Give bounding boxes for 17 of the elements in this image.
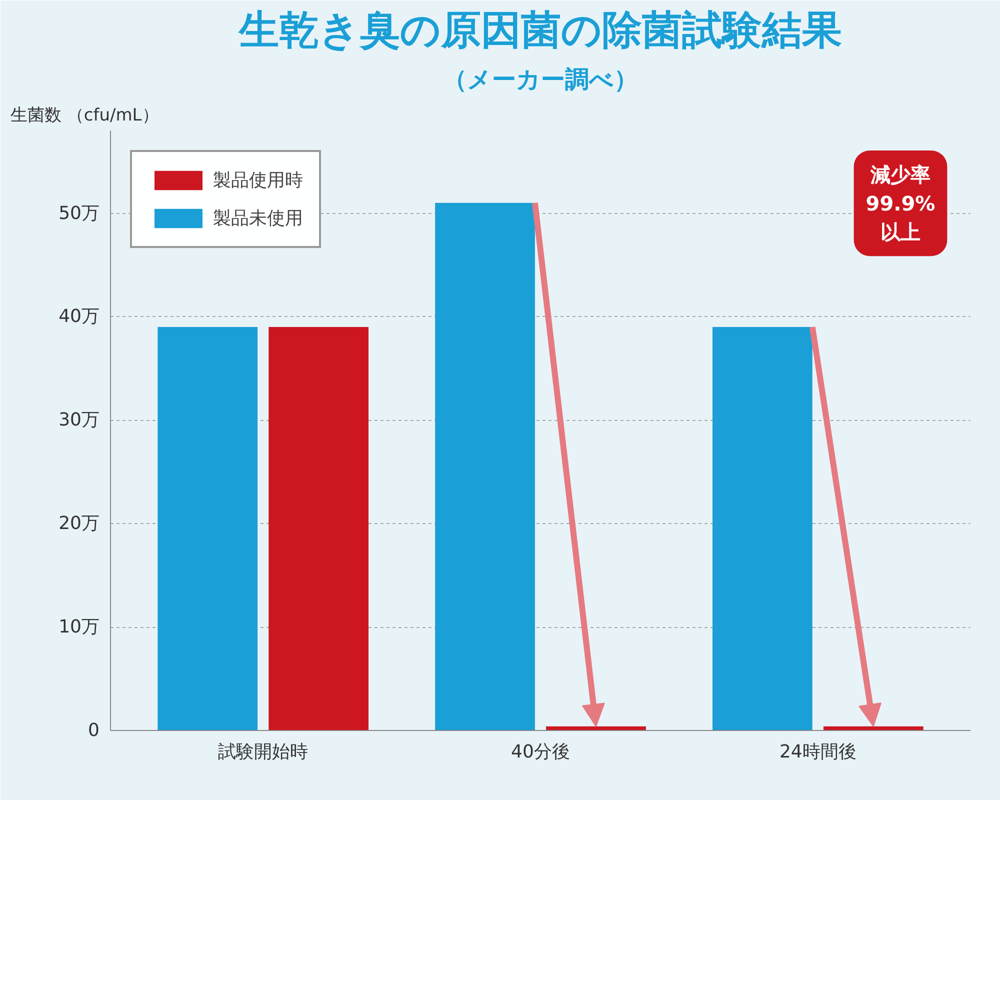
y-tick-label: 50万 xyxy=(58,202,100,224)
y-tick-label: 10万 xyxy=(58,616,100,638)
annotation: 減少率 99.9% 以上 xyxy=(866,162,936,244)
legend-label: 製品未使用 xyxy=(213,207,303,230)
bar xyxy=(268,327,368,730)
y-tick-label: 20万 xyxy=(58,513,100,534)
y-tick-label: 30万 xyxy=(58,410,100,431)
x-tick-label: 40分後 xyxy=(511,742,570,762)
x-tick-label: 試験開始時 xyxy=(218,742,308,762)
y-axis-title: 生菌数 （cfu/mL） xyxy=(10,106,159,126)
legend-label: 製品使用時 xyxy=(213,169,303,192)
x-tick-label: 24時間後 xyxy=(779,742,856,762)
bar xyxy=(158,327,258,730)
chart-subtitle: （メーカー調べ） xyxy=(443,66,638,94)
y-tick-label: 0 xyxy=(88,720,100,741)
y-tick-label: 40万 xyxy=(58,306,100,328)
chart-title: 生乾き臭の原因菌の除菌試験結果 xyxy=(238,8,842,54)
